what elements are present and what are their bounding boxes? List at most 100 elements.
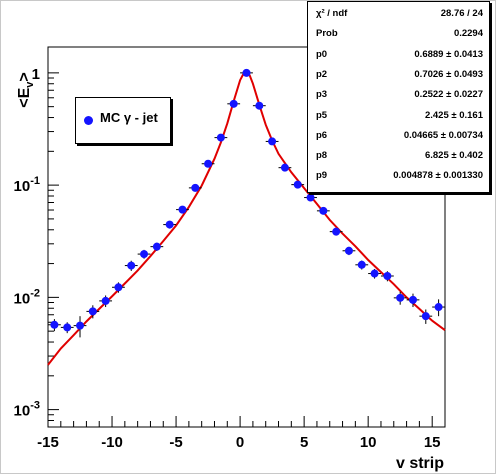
- data-point: [99, 295, 113, 308]
- x-axis-label: v strip: [396, 455, 444, 472]
- fit-statistics-box: χ² / ndf 28.76 / 24 Prob 0.2294 p0 0.6889 ± 0…: [307, 1, 490, 193]
- data-point: [124, 260, 138, 271]
- data-marker: [370, 269, 379, 278]
- data-point: [419, 309, 433, 324]
- stat-label: p2: [316, 68, 328, 80]
- data-marker: [165, 220, 174, 229]
- data-marker: [408, 295, 417, 304]
- data-point: [240, 68, 253, 77]
- y-tick-label: 1: [32, 66, 40, 83]
- legend: MC γ - jet: [75, 97, 171, 144]
- data-marker: [268, 137, 277, 146]
- stat-row: p3 0.2522 ± 0.0227: [316, 88, 483, 102]
- stat-row: χ² / ndf 28.76 / 24: [316, 7, 483, 21]
- data-marker: [204, 159, 213, 168]
- data-marker: [216, 133, 225, 142]
- data-marker: [319, 206, 328, 215]
- data-point: [393, 291, 407, 305]
- data-point: [60, 322, 74, 334]
- y-tick-label: 10-1: [14, 175, 40, 195]
- x-tick-label: 0: [236, 434, 244, 451]
- data-point: [278, 163, 292, 172]
- data-marker: [191, 183, 200, 192]
- data-point: [150, 242, 164, 251]
- stat-label: Prob: [316, 28, 338, 40]
- stat-value: 28.76 / 24: [440, 8, 483, 19]
- data-point: [252, 101, 266, 110]
- data-marker: [88, 307, 97, 316]
- data-marker: [114, 283, 123, 292]
- stat-value: 0.6889 ± 0.0413: [414, 48, 483, 60]
- y-tick-label: 10-3: [14, 400, 40, 420]
- data-marker: [178, 205, 187, 214]
- data-marker: [229, 99, 238, 108]
- data-marker: [396, 293, 405, 302]
- stat-row: p5 2.425 ± 0.161: [316, 109, 483, 123]
- data-points-layer: [48, 68, 445, 338]
- data-marker: [383, 271, 392, 280]
- data-marker: [434, 303, 443, 312]
- legend-marker: [84, 116, 93, 125]
- data-point: [227, 99, 241, 108]
- y-tick-label: 10-2: [14, 287, 40, 307]
- axis-ticks: [47, 72, 446, 428]
- data-point: [188, 183, 202, 192]
- data-point: [214, 133, 228, 142]
- stat-row: p6 0.04665 ± 0.00734: [316, 129, 483, 143]
- data-point: [368, 268, 381, 279]
- data-point: [342, 246, 356, 256]
- data-point: [316, 206, 330, 215]
- stat-row: p9 0.004878 ± 0.001330: [316, 169, 483, 183]
- data-marker: [63, 323, 72, 332]
- stat-row: p8 6.825 ± 0.402: [316, 149, 483, 163]
- data-marker: [332, 227, 341, 236]
- x-tick-label: -10: [101, 434, 123, 451]
- data-point: [304, 193, 317, 202]
- stat-row: p0 0.6889 ± 0.0413: [316, 48, 483, 62]
- data-marker: [50, 320, 59, 329]
- data-point: [432, 299, 445, 317]
- data-point: [329, 227, 343, 236]
- data-marker: [344, 246, 353, 255]
- stat-label: p9: [316, 170, 328, 182]
- tick-labels-layer: -15 -10 -5 0 5 10 15 10-3 10-2 10-1 1: [14, 66, 441, 451]
- data-marker: [306, 193, 315, 202]
- x-tick-label: -15: [37, 434, 59, 451]
- x-tick-label: 10: [360, 434, 377, 451]
- data-marker: [101, 296, 110, 305]
- stat-value: 6.825 ± 0.402: [424, 150, 483, 162]
- x-tick-label: 5: [300, 434, 308, 451]
- stat-value: 0.04665 ± 0.00734: [403, 129, 483, 141]
- stat-value: 0.2522 ± 0.0227: [414, 89, 483, 101]
- data-point: [73, 316, 87, 338]
- stat-value: 0.004878 ± 0.001330: [393, 170, 483, 182]
- y-axis-label: <Ev>: [16, 72, 36, 107]
- data-marker: [255, 101, 264, 110]
- svg-text:<Ev>: <Ev>: [16, 72, 36, 107]
- stat-label: p0: [316, 48, 328, 60]
- data-point: [176, 205, 189, 214]
- data-point: [163, 220, 177, 229]
- x-tick-label: -5: [169, 434, 182, 451]
- data-marker: [421, 312, 430, 321]
- stat-value: 0.7026 ± 0.0493: [414, 68, 483, 80]
- data-point: [137, 249, 151, 259]
- stat-row: p2 0.7026 ± 0.0493: [316, 68, 483, 82]
- data-point: [86, 305, 100, 319]
- data-marker: [140, 250, 149, 259]
- stat-label: p5: [316, 109, 328, 121]
- data-point: [355, 260, 369, 270]
- data-marker: [280, 163, 289, 172]
- stat-label: p3: [316, 89, 328, 101]
- data-marker: [357, 260, 366, 269]
- data-point: [112, 282, 125, 293]
- data-point: [406, 293, 420, 308]
- stat-label: p8: [316, 150, 328, 162]
- stat-row: Prob 0.2294: [316, 27, 483, 41]
- data-marker: [152, 242, 161, 251]
- data-point: [291, 180, 305, 189]
- stat-value: 2.425 ± 0.161: [424, 109, 483, 121]
- legend-entry-label: MC γ - jet: [100, 110, 158, 125]
- data-point: [48, 319, 61, 332]
- data-marker: [76, 321, 85, 330]
